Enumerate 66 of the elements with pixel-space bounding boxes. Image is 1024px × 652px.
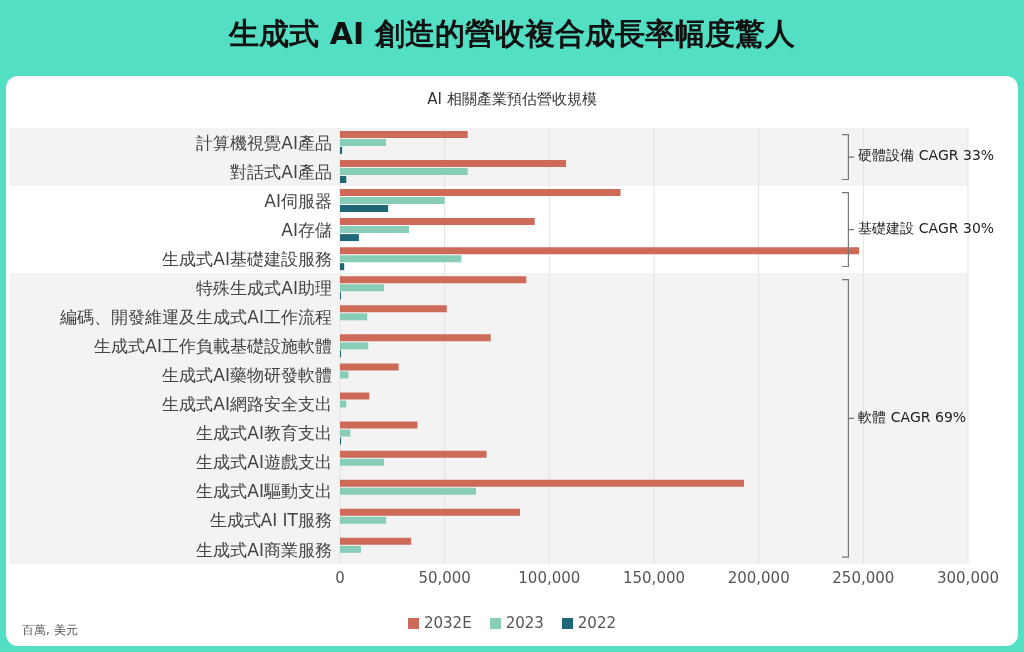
bar [340,429,351,437]
bar [340,313,368,321]
y-tick-label: AI存儲 [281,219,332,240]
x-tick-label: 300,000 [936,568,1000,587]
band-label: 硬體設備 CAGR 33% [858,147,995,166]
y-tick-label: 生成式AI遊戲支出 [196,452,332,473]
band-label: 軟體 CAGR 69% [858,408,967,427]
bar [340,363,399,371]
bar [340,138,387,146]
y-tick-label: 編碼、開發維運及生成式AI工作流程 [59,306,332,327]
bar [340,545,361,553]
x-tick-label: 150,000 [622,568,686,587]
bar [340,334,491,342]
bar [340,146,343,154]
x-tick-label: 200,000 [727,568,790,587]
bar [340,342,369,350]
bar [340,167,468,175]
bar [340,516,387,524]
x-tick-label: 250,000 [832,568,895,587]
bar [340,247,860,255]
x-tick-label: 0 [335,568,345,587]
bar [340,537,412,545]
bar [340,400,347,408]
bar [340,234,359,242]
y-tick-label: 生成式AI商業服務 [196,539,332,560]
bar [340,159,567,167]
bar [340,450,487,458]
y-tick-label: 生成式AI工作負載基礎設施軟體 [94,336,332,357]
legend-label: 2032E [423,614,472,632]
bar [340,421,418,429]
bar [340,205,389,213]
chart-title: 生成式 AI 創造的營收複合成長率幅度驚人 [227,15,796,53]
bar [340,305,447,313]
bar [340,458,384,466]
y-tick-label: 對話式AI產品 [230,161,332,182]
text: 百萬, 美元 [22,622,78,639]
y-tick-label: 生成式AI驅動支出 [196,481,332,502]
y-tick-label: 生成式AI教育支出 [196,423,332,444]
legend-label: 2023 [504,614,544,632]
bar [340,255,462,263]
y-tick-label: AI伺服器 [264,190,332,211]
x-tick-label: 50,000 [418,568,471,587]
y-tick-label: 計算機視覺AI產品 [196,132,332,153]
bar [340,218,535,226]
bar [340,189,621,197]
bar [340,392,370,400]
bar [340,487,477,495]
bar [340,263,345,271]
y-tick-label: 生成式AI IT服務 [209,510,332,531]
annotation: 基礎建設 CAGR 30% [858,219,995,238]
y-tick-label: 特殊生成式AI助理 [196,277,332,298]
legend-label: 2022 [576,614,617,632]
y-tick-label: 生成式AI藥物研發軟體 [162,365,332,386]
bar [340,508,521,516]
bar [340,371,349,379]
bar [340,175,347,183]
chart-subtitle: AI 相關產業預估營收規模 [426,90,598,109]
bar [340,479,745,487]
bar [340,226,410,234]
y-tick-label: 生成式AI網路安全支出 [162,394,332,415]
x-tick-label: 100,000 [518,568,581,587]
bar [340,276,527,284]
bar [340,284,384,292]
bar [340,130,468,138]
y-tick-label: 生成式AI基礎建設服務 [162,248,332,269]
bar [340,197,445,205]
